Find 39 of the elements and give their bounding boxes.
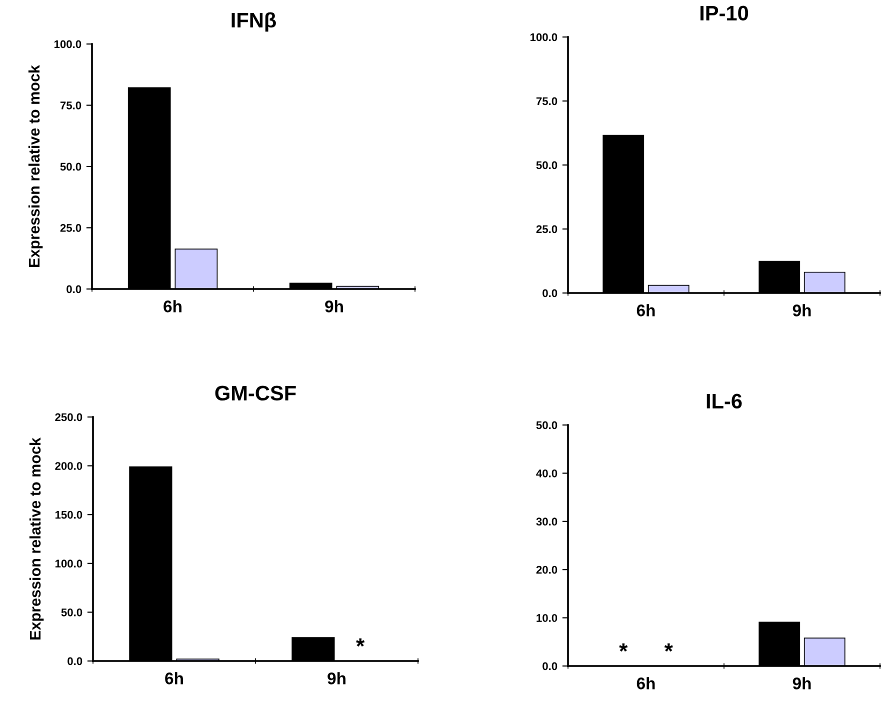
x-tick-label: 6h bbox=[165, 672, 183, 684]
y-tick-label: 25.0 bbox=[536, 225, 558, 234]
y-tick-label: 0.0 bbox=[68, 657, 82, 666]
y-tick-label: 100.0 bbox=[55, 560, 82, 568]
annotation: * bbox=[356, 638, 365, 647]
chart-title: IL-6 bbox=[706, 394, 742, 409]
y-tick-label: 50.0 bbox=[536, 161, 558, 170]
y-tick-label: 0.0 bbox=[542, 289, 558, 298]
y-tick-label: 0.0 bbox=[542, 662, 558, 670]
x-tick-label: 9h bbox=[792, 677, 811, 690]
y-tick-label: 40.0 bbox=[536, 469, 558, 478]
x-tick-label: 6h bbox=[636, 304, 655, 316]
y-tick-label: 250.0 bbox=[55, 413, 82, 422]
y-tick-label: 200.0 bbox=[55, 462, 82, 470]
chart-title: GM-CSF bbox=[215, 386, 296, 401]
y-tick-label: 50.0 bbox=[60, 162, 82, 171]
y-tick-label: 100.0 bbox=[530, 33, 558, 42]
y-tick-label: 75.0 bbox=[60, 102, 82, 110]
chart-title: IFNβ bbox=[232, 12, 276, 32]
annotation: * bbox=[664, 643, 673, 652]
y-tick-label: 10.0 bbox=[536, 614, 558, 622]
y-tick-label: 150.0 bbox=[55, 510, 82, 519]
y-axis-title: Expression relative to mock bbox=[28, 65, 43, 267]
y-axis-title: Expression relative to mock bbox=[29, 438, 44, 640]
annotation: * bbox=[619, 643, 628, 652]
chart-title: IP-10 bbox=[700, 6, 748, 21]
y-tick-label: 30.0 bbox=[536, 518, 558, 526]
y-tick-label: 0.0 bbox=[66, 285, 82, 294]
x-tick-label: 6h bbox=[164, 300, 182, 312]
x-tick-label: 9h bbox=[792, 304, 811, 316]
x-tick-label: 9h bbox=[325, 300, 343, 312]
y-tick-label: 50.0 bbox=[536, 421, 558, 430]
y-tick-label: 25.0 bbox=[60, 224, 82, 232]
y-tick-label: 100.0 bbox=[54, 40, 82, 48]
y-tick-label: 20.0 bbox=[536, 566, 558, 574]
y-tick-label: 50.0 bbox=[61, 608, 82, 616]
x-tick-label: 6h bbox=[636, 677, 655, 690]
y-tick-label: 75.0 bbox=[536, 97, 558, 106]
x-tick-label: 9h bbox=[328, 672, 346, 684]
